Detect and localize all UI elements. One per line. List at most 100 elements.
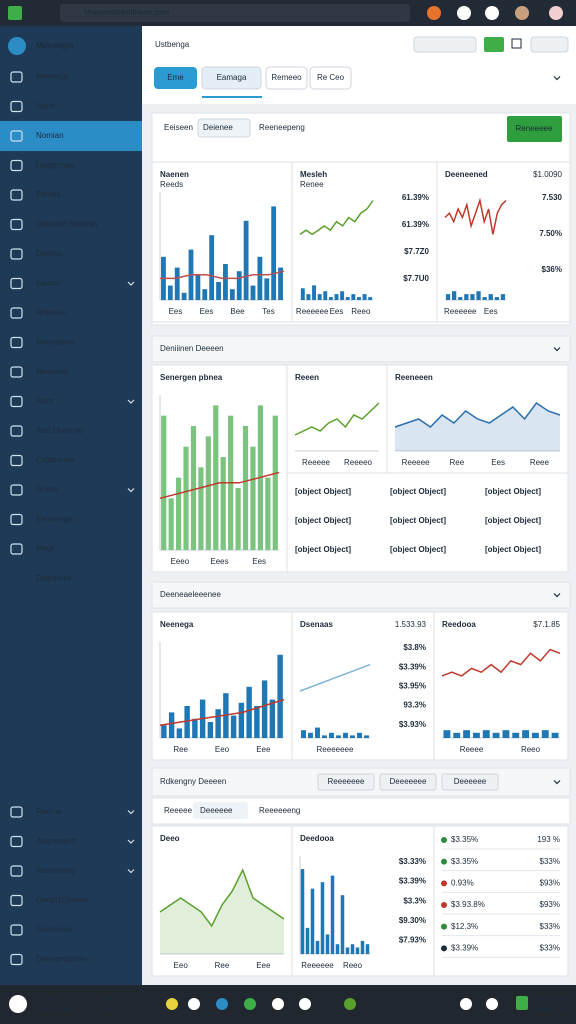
widget-subtitle: Renee [300,180,324,189]
bar [360,940,365,954]
x-label: Ree [173,745,188,754]
browser-icon[interactable] [485,6,499,20]
filter[interactable]: Deeeeee [200,806,233,815]
chevron [553,347,561,352]
stat-value: 61.39% [402,220,429,229]
x-label: Reeo [521,745,541,754]
kpi-panel [286,472,569,573]
header-button[interactable] [413,36,477,53]
tab[interactable] [154,67,197,89]
list-left: $3.35% [451,857,478,866]
x-label: Ree [215,961,230,970]
widget-title: Neenega [160,620,194,629]
header-button[interactable] [511,38,522,49]
section-button-label: Deeeeeee [390,777,427,786]
bar [315,940,320,954]
taskbar-icon[interactable] [460,998,472,1010]
widget-title: Mesleh [300,170,327,179]
taskbar-icon[interactable] [166,998,178,1010]
kpi-value: [object Object] [485,516,541,525]
x-label: Reeeeo [344,458,373,467]
bar [345,947,350,954]
taskbar-icon[interactable] [188,998,200,1010]
bar [277,654,283,738]
nav-icon [10,248,23,260]
filter[interactable]: Reeeeeeng [259,806,300,815]
nav-icon [10,835,23,848]
taskbar-icon [9,995,27,1013]
taskbar-icon[interactable] [272,998,284,1010]
taskbar-icon[interactable] [486,998,498,1010]
bar [306,294,311,300]
section-button[interactable] [441,773,499,791]
widget-title: Reeneeen [395,373,433,382]
x-label: Bee [230,307,245,316]
list-dot [441,880,447,887]
widget-value: $1.0090 [533,170,562,179]
list-left: 0.93% [451,878,474,887]
bar [368,297,373,300]
taskbar-icon[interactable] [216,998,228,1010]
bar [464,294,469,300]
bar [261,680,268,738]
taskbar [0,985,576,1024]
tab[interactable] [309,66,352,90]
header-button[interactable] [484,37,504,52]
tab[interactable] [265,66,308,90]
action-button[interactable] [507,116,562,142]
section-button[interactable] [317,773,375,791]
filter[interactable]: Reeneepeng [259,123,305,132]
filter-chip[interactable] [197,118,251,138]
stat-value: $7.7Z0 [404,247,429,256]
bar [236,271,242,300]
filter[interactable]: Eeiseen [164,123,193,132]
bar [330,875,335,954]
tab[interactable] [201,66,262,90]
filter[interactable]: Deienee [203,123,233,132]
header-button[interactable] [530,36,569,53]
nav-icon [10,218,23,231]
nav-icon [10,865,23,877]
sidebar [0,26,142,985]
bar [257,256,263,300]
x-label: Reeeee [402,458,431,467]
kpi-value: [object Object] [295,487,351,496]
taskbar-icon[interactable] [299,998,311,1010]
list-left: $3.93.8% [451,900,485,909]
bar [265,477,271,550]
browser-icon[interactable] [427,6,441,20]
nav-icon [10,425,23,437]
x-label: Ees [252,557,266,566]
nav-item: Reenpanel [36,338,75,347]
taskbar-icon[interactable] [244,998,256,1010]
nav-icon [10,366,23,378]
browser-icon[interactable] [549,6,563,20]
kpi-value: [object Object] [485,487,541,496]
nav-item: Eerelenge [36,515,73,524]
filter-chip[interactable] [193,802,248,819]
bar [161,725,167,738]
taskbar-icon[interactable] [344,998,356,1010]
line [394,401,561,428]
nav-item: Deniets [36,249,63,258]
chevron [127,810,135,815]
section-button[interactable] [379,773,437,791]
url-box[interactable] [60,4,410,22]
x-label: Reeo [343,961,363,970]
browser-icon[interactable] [515,6,529,20]
widget-subtitle: Reeds [160,180,183,189]
widget-title: Dsenaas [300,620,333,629]
tab-label: Eamaga [217,73,247,82]
browser-icon[interactable] [457,6,471,20]
bar [216,282,221,300]
filter[interactable]: Reeeee [164,806,193,815]
bar [351,294,356,300]
stat-value: 7.50% [539,229,562,238]
url: Mwmonitoikniihaan.com [84,8,170,17]
bar [488,294,493,300]
taskbar-title: Deiofootl 3:17 Eeeee [38,994,113,1003]
bar [531,732,539,738]
bar [340,291,345,300]
bar [213,405,219,550]
